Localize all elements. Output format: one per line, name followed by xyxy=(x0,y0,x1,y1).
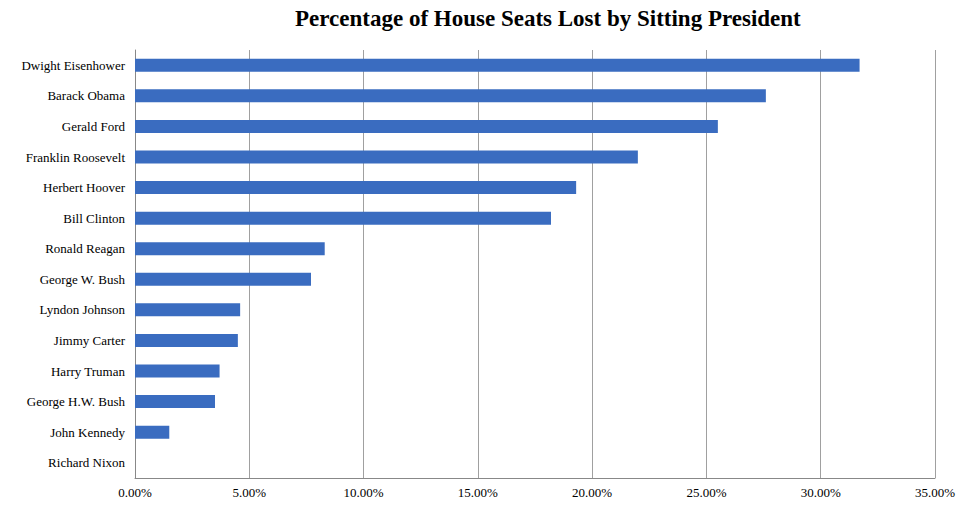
svg-text:John Kennedy: John Kennedy xyxy=(50,425,125,440)
svg-text:Franklin Roosevelt: Franklin Roosevelt xyxy=(26,150,126,165)
svg-text:Percentage of House Seats Lost: Percentage of House Seats Lost by Sittin… xyxy=(295,6,801,31)
svg-text:20.00%: 20.00% xyxy=(572,485,612,500)
svg-text:25.00%: 25.00% xyxy=(686,485,726,500)
svg-text:George H.W. Bush: George H.W. Bush xyxy=(27,394,126,409)
svg-text:Jimmy Carter: Jimmy Carter xyxy=(54,333,126,348)
svg-text:10.00%: 10.00% xyxy=(344,485,384,500)
svg-text:George W. Bush: George W. Bush xyxy=(40,272,126,287)
svg-text:35.00%: 35.00% xyxy=(915,485,955,500)
svg-text:Dwight Eisenhower: Dwight Eisenhower xyxy=(21,58,125,73)
svg-text:Gerald Ford: Gerald Ford xyxy=(62,119,126,134)
svg-text:0.00%: 0.00% xyxy=(118,485,152,500)
svg-text:Herbert Hoover: Herbert Hoover xyxy=(43,180,126,195)
svg-text:15.00%: 15.00% xyxy=(458,485,498,500)
svg-text:Richard Nixon: Richard Nixon xyxy=(48,455,125,470)
svg-text:Barack Obama: Barack Obama xyxy=(47,88,125,103)
svg-text:Ronald Reagan: Ronald Reagan xyxy=(45,241,125,256)
svg-text:Bill Clinton: Bill Clinton xyxy=(63,211,125,226)
svg-text:Harry Truman: Harry Truman xyxy=(51,364,126,379)
svg-text:5.00%: 5.00% xyxy=(232,485,266,500)
svg-text:Lyndon Johnson: Lyndon Johnson xyxy=(39,302,125,317)
svg-text:30.00%: 30.00% xyxy=(801,485,841,500)
